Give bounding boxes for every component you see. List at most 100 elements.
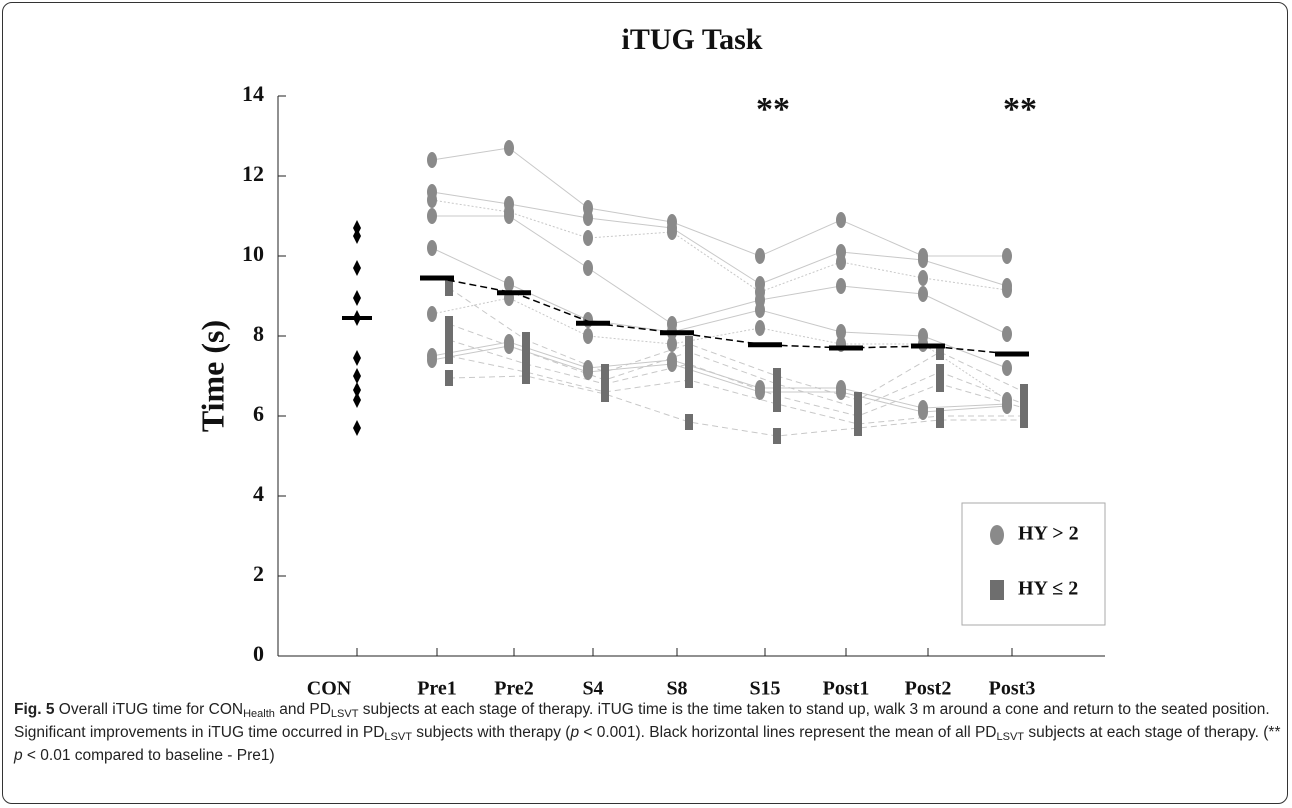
caption: Fig. 5 Overall iTUG time for CONHealth a… [14, 698, 1282, 767]
hy-high-point [667, 356, 677, 372]
x-tick-label: Pre1 [417, 678, 457, 700]
hy-high-point [583, 364, 593, 380]
x-tick-label: CON [307, 678, 352, 700]
chart-title: iTUG Task [622, 23, 763, 56]
y-axis-label: Time (s) [194, 320, 230, 432]
x-tick-label: S4 [582, 678, 603, 700]
hy-low-point [522, 368, 530, 384]
hy-high-point [755, 384, 765, 400]
x-tick-label: Pre2 [494, 678, 534, 700]
hy-low-point [936, 364, 944, 380]
hy-high-point [583, 210, 593, 226]
hy-high-point [504, 140, 514, 156]
hy-low-point [445, 348, 453, 364]
hy-low-point [522, 344, 530, 360]
hy-high-point [836, 254, 846, 270]
hy-high-point [836, 384, 846, 400]
caption-italic: p [570, 724, 580, 741]
hy-high-point [667, 336, 677, 352]
control-point [353, 382, 361, 398]
control-point [353, 350, 361, 366]
hy-low-point [773, 376, 781, 392]
caption-sub: Health [243, 708, 275, 720]
hy-low-point [445, 316, 453, 332]
x-tick-subscript: Health [350, 699, 394, 700]
legend-label: HY ≤ 2 [1018, 578, 1078, 600]
hy-low-point [445, 370, 453, 386]
hy-high-point [918, 270, 928, 286]
hy-low-point [936, 344, 944, 360]
hy-low-point [1020, 412, 1028, 428]
legend-marker [990, 580, 1004, 600]
caption-italic: p [14, 747, 23, 764]
subject-line [431, 147, 1007, 257]
hy-low-point [936, 376, 944, 392]
hy-high-point [427, 352, 437, 368]
caption-normal: Overall iTUG time for CON [54, 701, 244, 718]
x-tick-label: S15 [749, 678, 780, 700]
caption-normal: and PD [274, 701, 331, 718]
caption-sub: LSVT [330, 708, 359, 720]
subject-line [448, 287, 1025, 401]
control-point [353, 228, 361, 244]
hy-low-point [685, 344, 693, 360]
hy-low-point [522, 332, 530, 348]
y-tick-label: 10 [242, 241, 264, 266]
hy-high-point [836, 212, 846, 228]
legend-box [961, 502, 1106, 626]
hy-low-point [685, 356, 693, 372]
caption-normal: subjects at each stage of therapy. (** [1024, 724, 1281, 741]
hy-low-point [685, 414, 693, 430]
significance-marker: ** [1003, 91, 1037, 128]
subject-line [431, 297, 1008, 401]
hy-high-point [755, 302, 765, 318]
hy-high-point [427, 192, 437, 208]
hy-high-point [1002, 248, 1012, 264]
subject-line [448, 355, 1024, 425]
caption-normal: < 0.01 compared to baseline - Pre1) [22, 747, 275, 764]
y-tick-label: 4 [253, 481, 264, 506]
hy-high-point [836, 278, 846, 294]
hy-high-point [504, 208, 514, 224]
hy-high-point [667, 224, 677, 240]
hy-high-point [427, 240, 437, 256]
hy-low-point [936, 412, 944, 428]
hy-low-point [685, 372, 693, 388]
hy-high-point [918, 404, 928, 420]
y-tick-label: 14 [242, 81, 264, 106]
hy-high-point [918, 252, 928, 268]
hy-high-point [1002, 360, 1012, 376]
control-point [353, 290, 361, 306]
significance-marker: ** [756, 91, 790, 128]
hy-high-point [427, 208, 437, 224]
x-tick-label: Post1 [823, 678, 870, 700]
hy-high-point [1002, 326, 1012, 342]
y-tick-label: 12 [242, 161, 264, 186]
hy-high-point [504, 276, 514, 292]
hy-high-point [504, 338, 514, 354]
hy-low-point [773, 428, 781, 444]
legend-marker [990, 525, 1004, 545]
y-tick-label: 2 [253, 561, 264, 586]
hy-low-point [854, 420, 862, 436]
hy-high-point [1002, 398, 1012, 414]
hy-high-point [583, 328, 593, 344]
hy-low-point [445, 280, 453, 296]
control-point [353, 260, 361, 276]
subject-line [431, 191, 1008, 287]
caption-normal: subjects with therapy ( [411, 724, 571, 741]
hy-high-point [755, 248, 765, 264]
control-point [353, 420, 361, 436]
control-point [353, 392, 361, 408]
hy-high-point [918, 286, 928, 302]
y-tick-label: 6 [253, 401, 264, 426]
hy-low-point [601, 386, 609, 402]
hy-low-point [445, 332, 453, 348]
subject-line [448, 375, 1024, 437]
hy-low-point [1020, 384, 1028, 400]
subject-line [448, 323, 1025, 409]
subject-line [448, 339, 1025, 417]
legend-label: HY > 2 [1018, 523, 1079, 545]
x-tick-label: S8 [666, 678, 687, 700]
